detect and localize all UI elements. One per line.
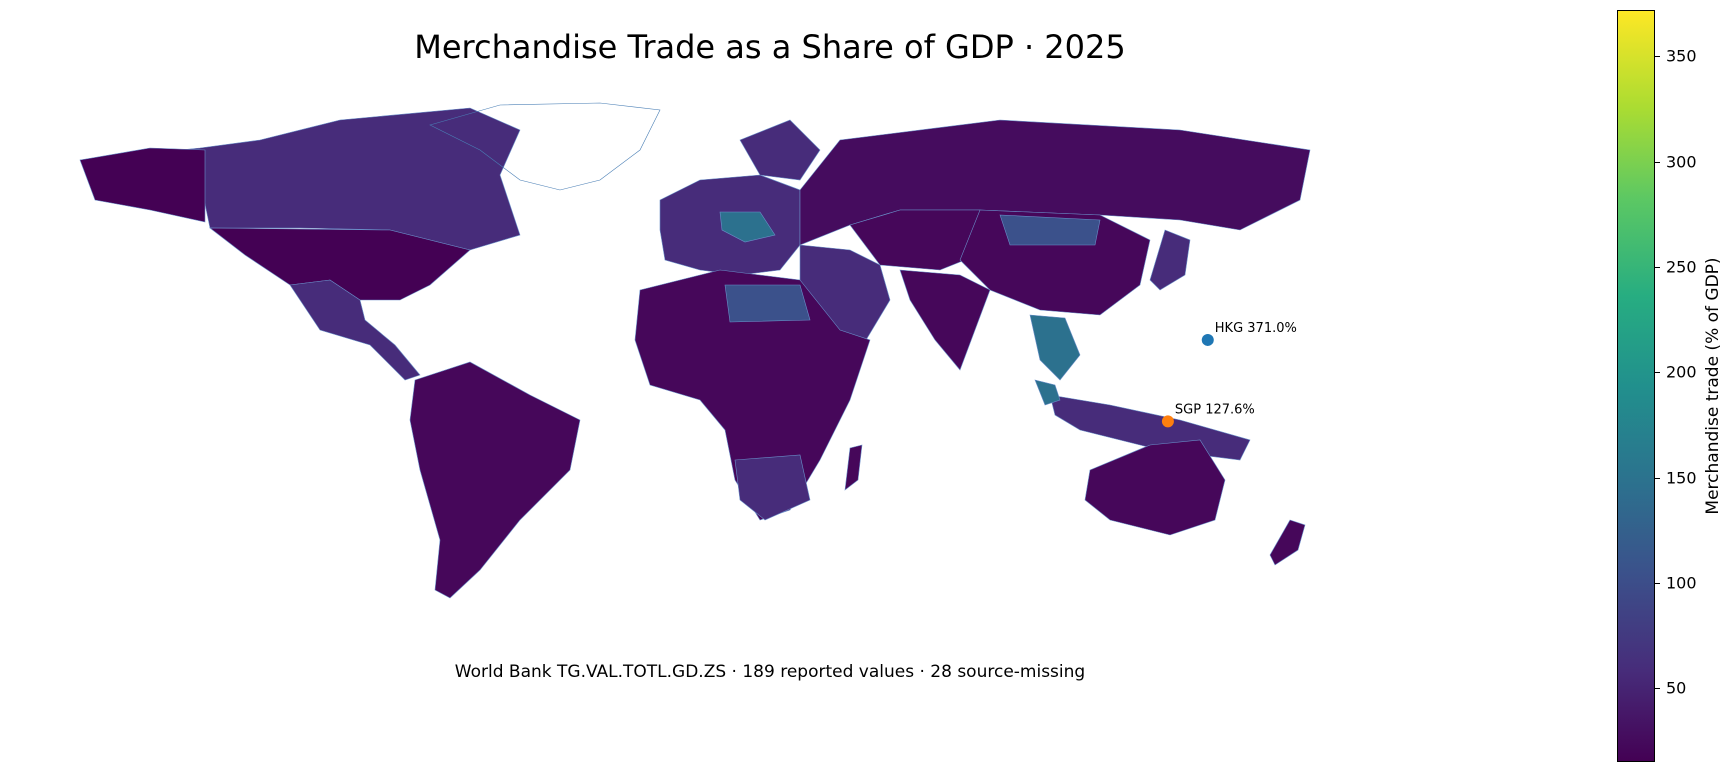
label-sgp: SGP 127.6%	[1175, 402, 1255, 417]
colorbar-tick-mark	[1655, 161, 1660, 163]
region-usa	[209, 227, 471, 301]
colorbar-tick-label: 300	[1666, 152, 1697, 172]
colorbar	[1617, 10, 1655, 762]
region-new-zealand	[1269, 519, 1306, 566]
colorbar-tick-mark	[1655, 266, 1660, 268]
colorbar-tick-label: 50	[1666, 678, 1687, 698]
region-greenland	[429, 102, 661, 191]
region-japan	[1149, 229, 1191, 291]
region-southern-africa	[734, 454, 811, 521]
colorbar-tick-mark	[1655, 372, 1660, 374]
region-scandinavia	[739, 119, 821, 181]
region-south-america	[409, 361, 581, 599]
region-india	[899, 269, 991, 371]
region-central-europe-high	[719, 211, 776, 243]
colorbar-tick-mark	[1655, 477, 1660, 479]
region-southeast-asia	[1029, 314, 1081, 381]
colorbar-tick-label: 200	[1666, 362, 1697, 382]
colorbar-tick-mark	[1655, 582, 1660, 584]
region-mexico-central-america	[289, 279, 421, 381]
colorbar-tick-label: 250	[1666, 257, 1697, 277]
world-choropleth-map: HKG 371.0% SGP 127.6%	[79, 102, 1311, 599]
region-madagascar	[844, 444, 863, 491]
region-malaysia	[1034, 379, 1061, 406]
region-libya-egypt	[724, 284, 811, 323]
region-canada	[79, 107, 521, 251]
colorbar-tick-label: 100	[1666, 573, 1697, 593]
colorbar-tick-mark	[1655, 56, 1660, 58]
colorbar-tick-label: 150	[1666, 468, 1697, 488]
annotation-markers: HKG 371.0% SGP 127.6%	[1161, 321, 1297, 428]
marker-sgp	[1161, 415, 1174, 428]
region-alaska	[79, 147, 206, 223]
map-title: Merchandise Trade as a Share of GDP · 20…	[414, 28, 1126, 66]
region-australia	[1084, 439, 1226, 536]
label-hkg: HKG 371.0%	[1215, 321, 1297, 336]
region-africa	[634, 269, 871, 521]
colorbar-tick-mark	[1655, 688, 1660, 690]
region-mongolia	[999, 214, 1101, 246]
colorbar-tick-label: 350	[1666, 46, 1697, 66]
landmasses	[79, 102, 1311, 599]
marker-hkg	[1201, 333, 1214, 346]
colorbar-ticks: 50 100 150 200 250 300 350	[1655, 10, 1715, 762]
colorbar-label: Merchandise trade (% of GDP)	[1703, 257, 1723, 515]
map-source-note: World Bank TG.VAL.TOTL.GD.ZS · 189 repor…	[454, 662, 1086, 682]
